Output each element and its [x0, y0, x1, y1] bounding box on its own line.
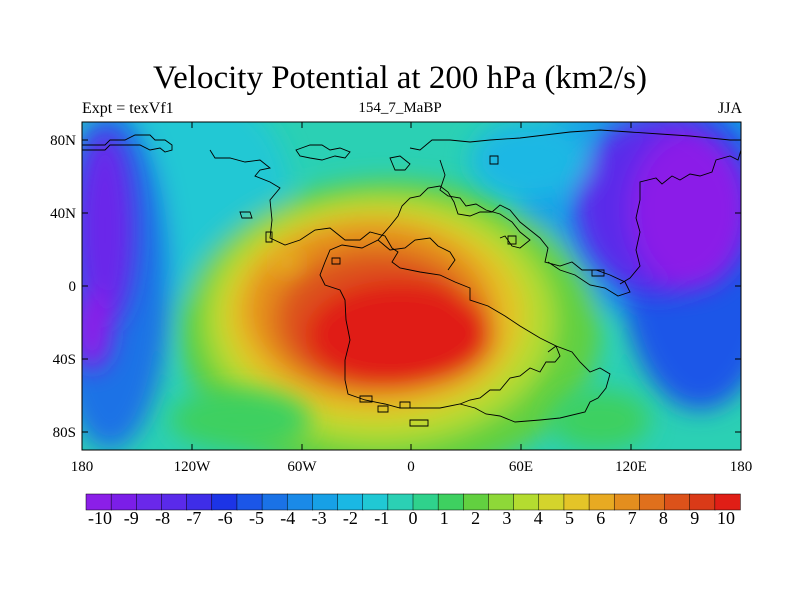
- x-tick-label: 60W: [287, 459, 317, 475]
- coast-north-channel: [389, 155, 411, 171]
- colorbar-label: 9: [690, 508, 699, 528]
- x-tick-label: 180: [730, 459, 753, 475]
- coast-east-continent: [409, 129, 741, 151]
- colorbar-label: 3: [502, 508, 511, 528]
- x-tick-label: 0: [407, 459, 415, 475]
- case-label: 154_7_MaBP: [358, 100, 442, 116]
- island-5: [359, 395, 373, 403]
- x-tick-label: 120E: [615, 459, 647, 475]
- colorbar-label: 5: [565, 508, 574, 528]
- colorbar-label: 0: [409, 508, 418, 528]
- island-3: [409, 419, 429, 427]
- velocity-potential-field: [82, 122, 741, 450]
- experiment-label: Expt = texVf1: [82, 100, 174, 117]
- colorbar-label: 8: [659, 508, 668, 528]
- colorbar-label: -2: [343, 508, 358, 528]
- colorbar-label: -1: [374, 508, 389, 528]
- colorbar-label: 2: [471, 508, 480, 528]
- island-7: [489, 155, 499, 165]
- colorbar-label: -7: [186, 508, 201, 528]
- coast-south-east: [459, 345, 611, 423]
- season-label: JJA: [717, 100, 742, 117]
- colorbar-label: -9: [124, 508, 139, 528]
- colorbar-label: 10: [717, 508, 735, 528]
- x-tick-label: 180: [71, 459, 94, 475]
- island-8: [507, 235, 517, 245]
- coast-east-edge: [619, 149, 741, 285]
- island-4: [377, 405, 389, 413]
- y-tick-label: 40N: [50, 206, 76, 222]
- chart-title: Velocity Potential at 200 hPa (km2/s): [152, 60, 648, 96]
- colorbar: [85, 493, 741, 511]
- colorbar-swatch: [714, 493, 741, 511]
- colorbar-label: -10: [88, 508, 112, 528]
- colorbar-swatch: [664, 493, 691, 511]
- colorbar-label: -8: [155, 508, 170, 528]
- colorbar-label: 4: [534, 508, 543, 528]
- colorbar-label: 7: [628, 508, 637, 528]
- colorbar-labels: -10 -9 -8 -7 -6 -5 -4 -3 -2 -1 0 1 2 3 4 5 6 7 8 9 10: [88, 508, 735, 528]
- colorbar-label: 6: [596, 508, 605, 528]
- colorbar-label: -5: [249, 508, 264, 528]
- island-1: [239, 211, 253, 219]
- island-2: [265, 231, 273, 243]
- x-tick-label: 120W: [174, 459, 212, 475]
- y-tick-label: 80S: [53, 425, 76, 441]
- y-tick-label: 0: [69, 279, 77, 295]
- coast-north-islands: [295, 144, 351, 161]
- coast-mid-east: [439, 159, 531, 249]
- coast-north: [82, 134, 173, 153]
- island-10: [331, 257, 341, 265]
- colorbar-label: -4: [280, 508, 295, 528]
- colorbar-label: -3: [312, 508, 327, 528]
- y-tick-label: 80N: [50, 133, 76, 149]
- continent-outlines: [82, 129, 741, 427]
- island-9: [591, 269, 605, 277]
- colorbar-label: 1: [440, 508, 449, 528]
- coast-inner: [377, 237, 456, 271]
- x-tick-label: 60E: [509, 459, 533, 475]
- x-tick-marks: [81, 122, 742, 450]
- colorbar-label: -6: [218, 508, 233, 528]
- y-tick-marks: [82, 139, 741, 433]
- y-tick-label: 40S: [53, 352, 76, 368]
- island-6: [399, 401, 411, 409]
